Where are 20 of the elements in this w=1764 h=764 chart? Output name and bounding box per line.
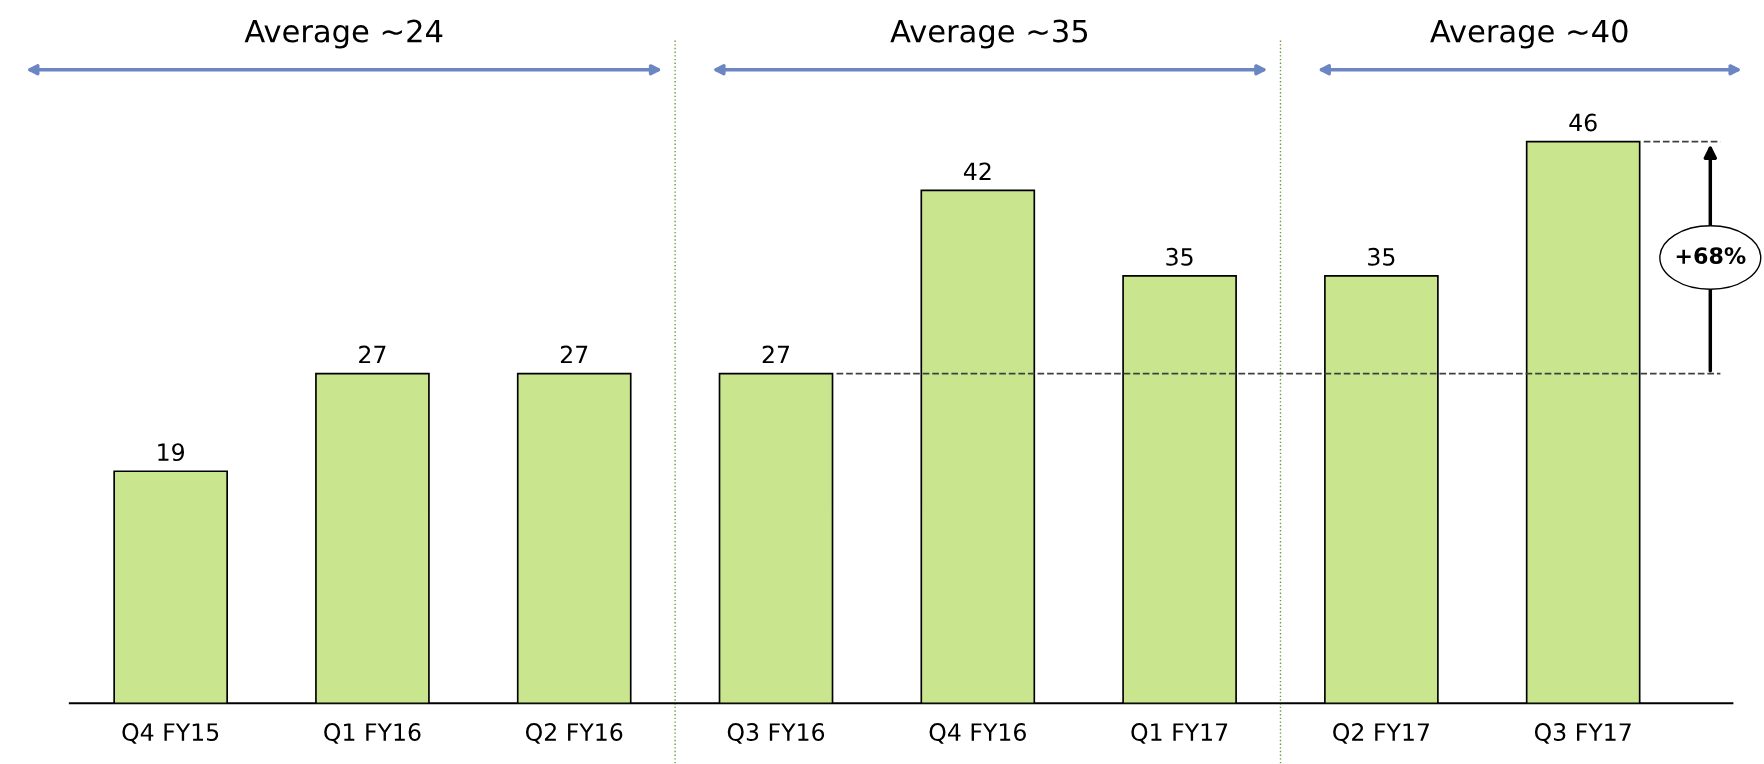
data-label: 42 xyxy=(963,162,991,180)
data-label: 35 xyxy=(1166,247,1193,266)
text: Average ~24 xyxy=(244,19,443,49)
annotation: +68% xyxy=(1676,247,1746,264)
data-label: 46 xyxy=(1569,113,1597,132)
x-tick-label: Q2 FY17 xyxy=(1333,723,1429,744)
data-label: 19 xyxy=(158,443,185,462)
x-tick-label: Q1 FY17 xyxy=(1131,723,1228,744)
data-label: 27 xyxy=(560,345,588,364)
x-tick-label: Q3 FY17 xyxy=(1534,723,1631,744)
data-label: 35 xyxy=(1368,247,1395,266)
x-tick-label: Q1 FY16 xyxy=(324,723,421,744)
x-tick-label: Q4 FY15 xyxy=(122,723,219,744)
data-label: 27 xyxy=(762,345,790,364)
data-label: 27 xyxy=(359,345,386,364)
x-tick-label: Q2 FY16 xyxy=(525,723,623,744)
text: Average ~35 xyxy=(890,19,1088,49)
x-tick-label: Q4 FY16 xyxy=(929,723,1026,744)
x-tick-label: Q3 FY16 xyxy=(727,723,825,744)
text: Average ~40 xyxy=(1430,19,1628,49)
